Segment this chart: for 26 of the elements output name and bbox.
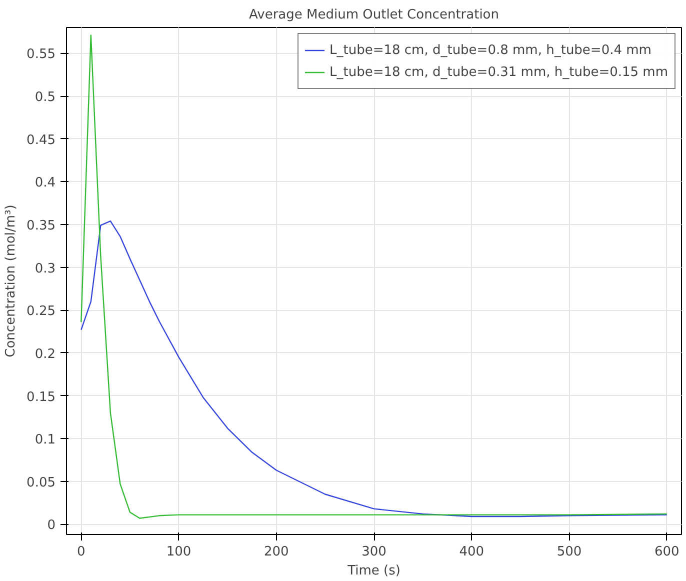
y-tick-label: 0.2 [34, 346, 56, 362]
y-axis-title: Concentration (mol/m³) [4, 204, 19, 358]
y-tick-label: 0.4 [34, 176, 56, 191]
y-tick-label: 0.5 [34, 90, 56, 106]
y-tick-label: 0.25 [26, 304, 56, 320]
x-tick-label: 600 [654, 544, 680, 560]
x-tick-label: 100 [166, 544, 192, 560]
x-tick-label: 300 [362, 544, 386, 560]
y-tick-label: 0 [47, 518, 56, 534]
x-tick-label: 0 [77, 544, 86, 560]
y-tick-label: 0.35 [26, 218, 56, 234]
y-tick-label: 0.1 [34, 432, 56, 448]
x-tick-label: 200 [264, 544, 289, 560]
y-tick-label: 0.15 [26, 390, 56, 405]
x-axis-title: Time (s) [346, 564, 400, 578]
chart-title: Average Medium Outlet Concentration [249, 8, 500, 22]
y-tick-label: 0.3 [34, 261, 56, 276]
legend-label: L_tube=18 cm, d_tube=0.31 mm, h_tube=0.15 mm [330, 64, 668, 80]
x-tick-label: 400 [459, 544, 484, 560]
y-tick-label: 0.45 [26, 132, 56, 148]
line-series [80, 34, 668, 519]
y-tick-label: 0.05 [26, 475, 56, 490]
line-series [80, 220, 668, 518]
x-tick-label: 500 [556, 544, 582, 560]
y-tick-label: 0.55 [26, 47, 56, 62]
legend-label: L_tube=18 cm, d_tube=0.8 mm, h_tube=0.4 mm [330, 42, 652, 58]
